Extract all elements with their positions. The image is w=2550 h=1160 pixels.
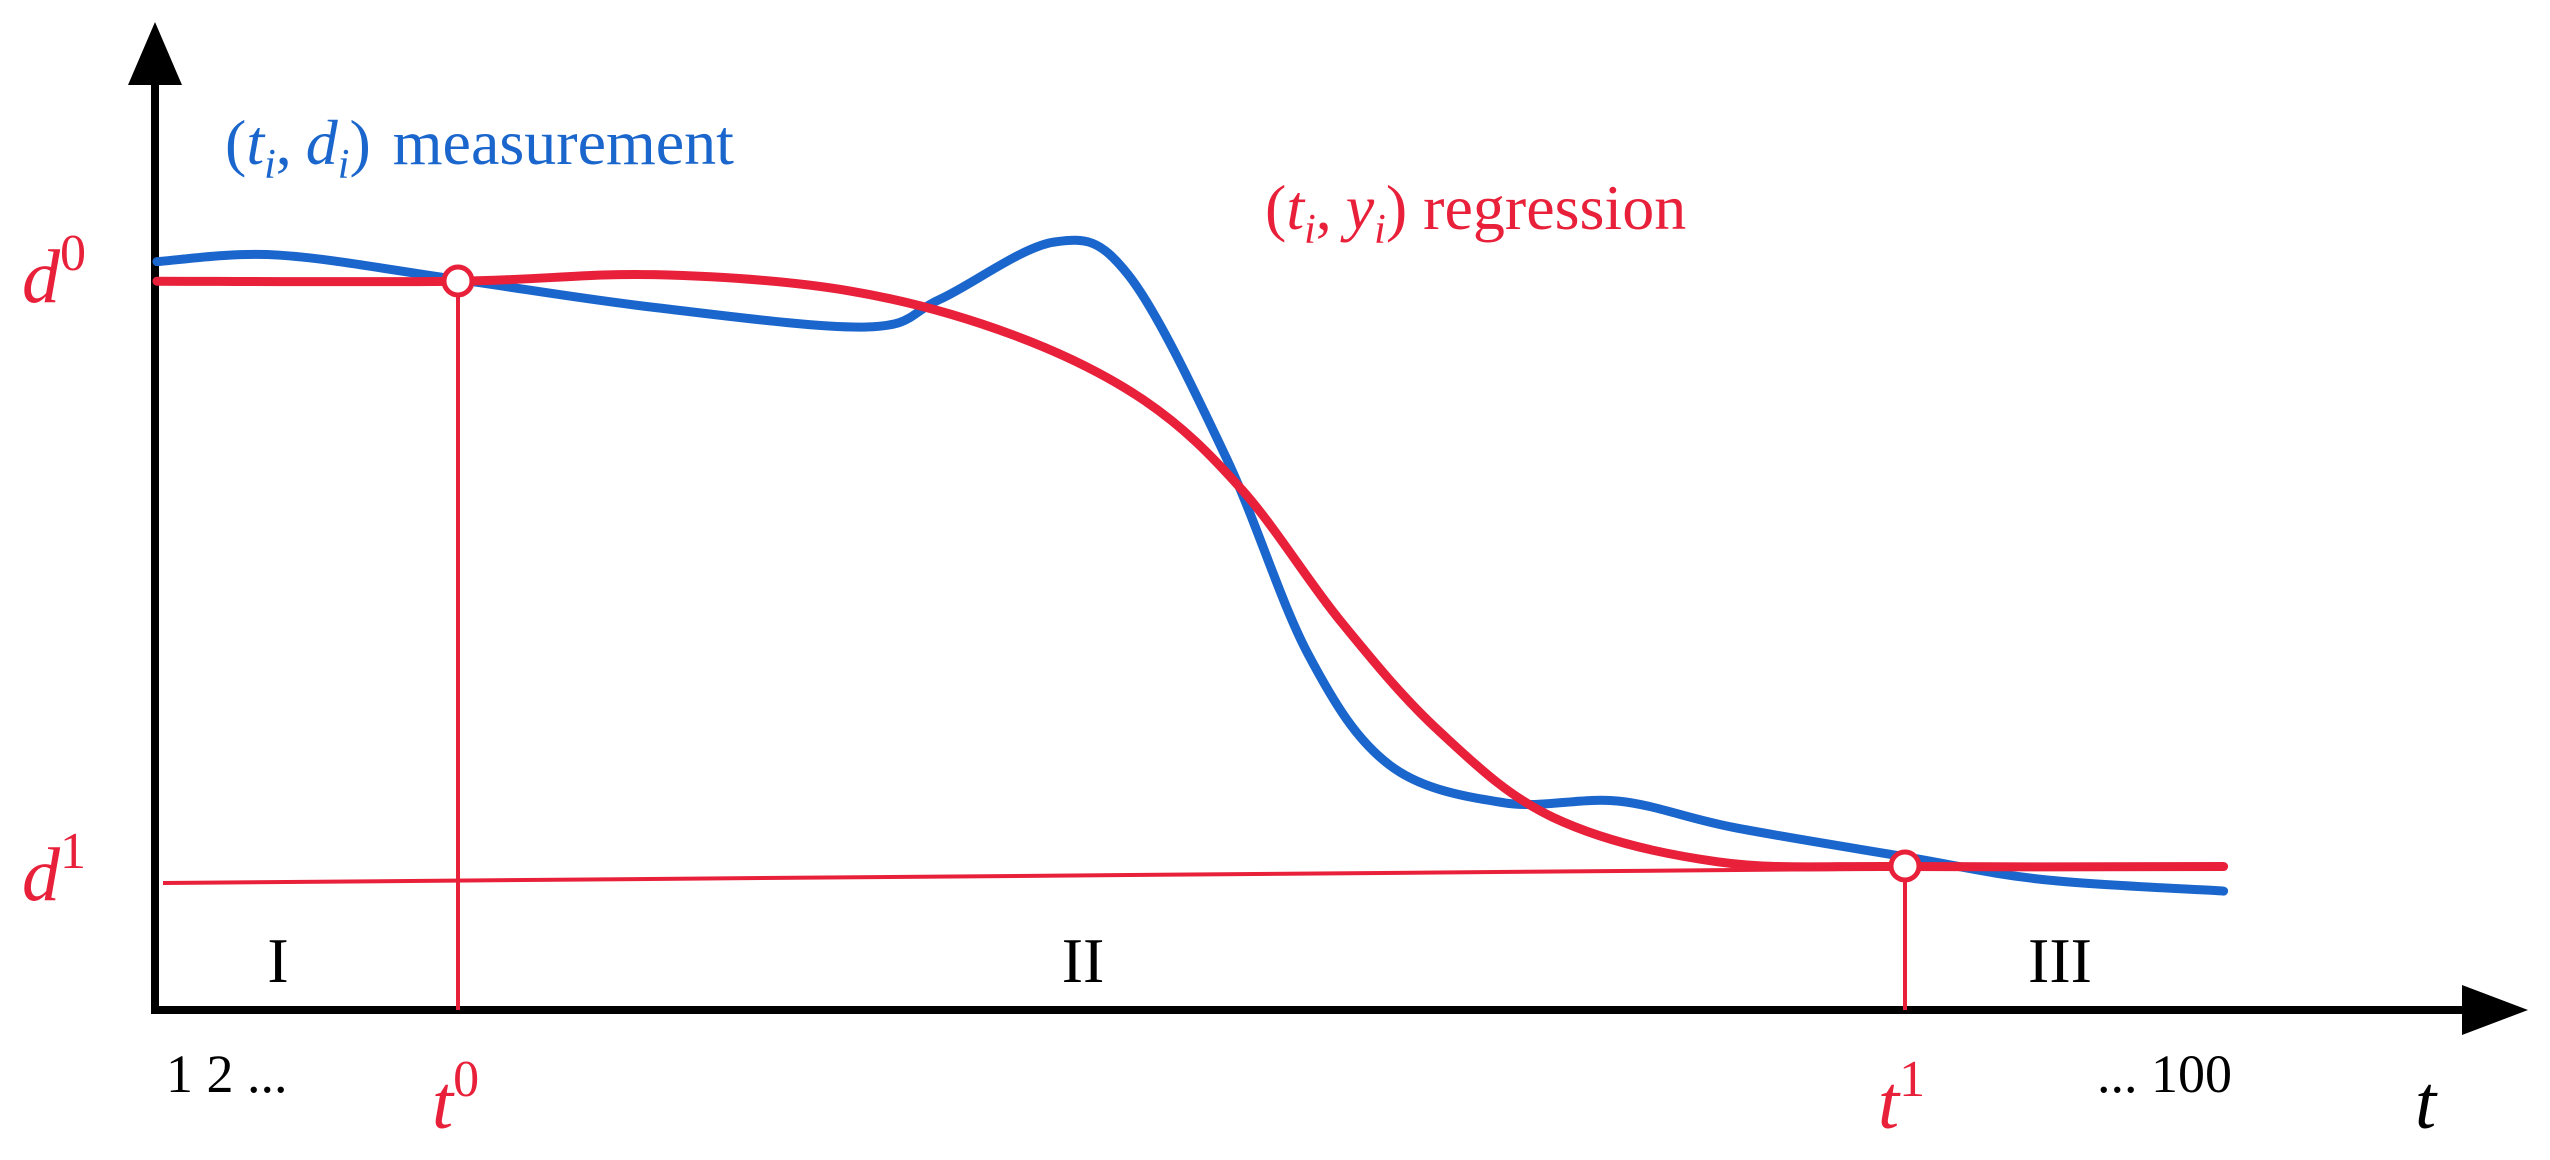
d0-label: d0 bbox=[22, 225, 86, 319]
index-start: 1 2 ... bbox=[166, 1044, 288, 1104]
x-axis-label: t bbox=[2415, 1061, 2438, 1145]
measurement-label: (ti, di) measurement bbox=[225, 107, 734, 188]
regression-label: (ti, yi) regression bbox=[1265, 172, 1686, 253]
t1-label: t1 bbox=[1878, 1051, 1925, 1145]
y-axis-arrow bbox=[128, 22, 182, 85]
d1-label: d1 bbox=[22, 823, 86, 917]
index-end: ... 100 bbox=[2097, 1044, 2232, 1104]
region-label: I bbox=[267, 925, 288, 996]
region-label: III bbox=[2028, 925, 2092, 996]
regression-curve bbox=[152, 269, 2229, 872]
t0-point bbox=[441, 264, 475, 298]
t0-label: t0 bbox=[432, 1051, 479, 1145]
measurement-curve bbox=[152, 235, 2229, 896]
x-axis-arrow bbox=[2462, 985, 2528, 1035]
t1-point bbox=[1888, 849, 1922, 883]
region-label: II bbox=[1062, 925, 1105, 996]
